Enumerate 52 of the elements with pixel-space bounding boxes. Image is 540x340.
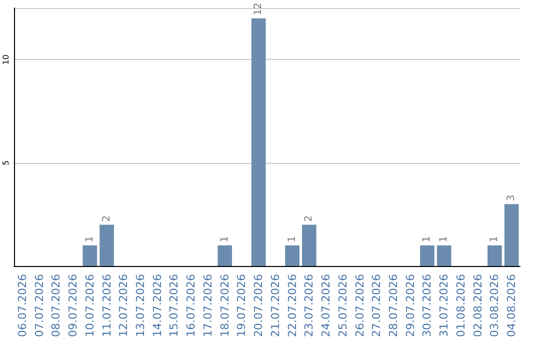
data-label: 12 — [253, 2, 264, 16]
x-tick-label: 18.07.2026 — [218, 274, 232, 338]
x-tick-label: 02.08.2026 — [471, 274, 484, 338]
x-tick-label: 11.07.2026 — [100, 274, 114, 338]
x-tick-label: 17.07.2026 — [201, 274, 214, 338]
bar — [436, 245, 452, 266]
x-tick-label: 16.07.2026 — [184, 274, 198, 338]
data-label: 1 — [438, 236, 450, 242]
x-tick-label: 27.07.2026 — [370, 274, 384, 338]
data-label: 1 — [422, 236, 433, 242]
x-tick-label: 31.07.2026 — [438, 274, 451, 338]
x-tick-label: 20.07.2026 — [252, 274, 266, 338]
data-label: 3 — [506, 194, 518, 202]
bar — [251, 18, 266, 266]
data-label: 1 — [219, 236, 230, 242]
x-tick-label: 21.07.2026 — [268, 274, 282, 338]
y-tick-label: 10 — [2, 54, 10, 65]
bar — [100, 224, 114, 266]
x-tick-label: 06.07.2026 — [16, 274, 29, 338]
x-tick-label: 01.08.2026 — [454, 274, 468, 338]
x-tick-label: 30.07.2026 — [420, 274, 434, 338]
bar — [420, 245, 434, 266]
x-tick-label: 28.07.2026 — [387, 274, 400, 338]
data-label: 2 — [304, 215, 315, 222]
x-tick-label: 10.07.2026 — [83, 274, 96, 338]
data-label: 1 — [84, 236, 96, 242]
bar — [218, 245, 232, 266]
y-tick-label: 5 — [2, 160, 10, 166]
x-tick-label: 15.07.2026 — [168, 274, 181, 338]
data-label: 1 — [286, 236, 298, 242]
x-tick-label: 23.07.2026 — [302, 274, 316, 338]
x-tick-label: 08.07.2026 — [50, 274, 63, 338]
x-tick-label: 19.07.2026 — [235, 274, 248, 338]
data-label: 2 — [101, 215, 112, 222]
x-tick-label: 14.07.2026 — [150, 274, 164, 338]
bar — [488, 245, 502, 266]
x-tick-label: 09.07.2026 — [66, 274, 80, 338]
x-tick-label: 25.07.2026 — [336, 274, 350, 338]
x-tick-label: 26.07.2026 — [353, 274, 366, 338]
x-tick-label: 12.07.2026 — [117, 274, 130, 338]
bar — [302, 224, 316, 266]
x-tick-label: 04.08.2026 — [505, 274, 518, 338]
x-tick-label: 24.07.2026 — [320, 274, 333, 338]
bar — [82, 245, 98, 266]
x-tick-label: 07.07.2026 — [32, 274, 46, 338]
bar — [285, 245, 300, 266]
x-tick-label: 22.07.2026 — [286, 274, 299, 338]
data-label: 1 — [489, 236, 500, 242]
x-tick-label: 03.08.2026 — [488, 274, 502, 338]
bar — [504, 204, 519, 266]
x-tick-label: 29.07.2026 — [404, 274, 417, 338]
x-tick-label: 13.07.2026 — [134, 274, 147, 338]
